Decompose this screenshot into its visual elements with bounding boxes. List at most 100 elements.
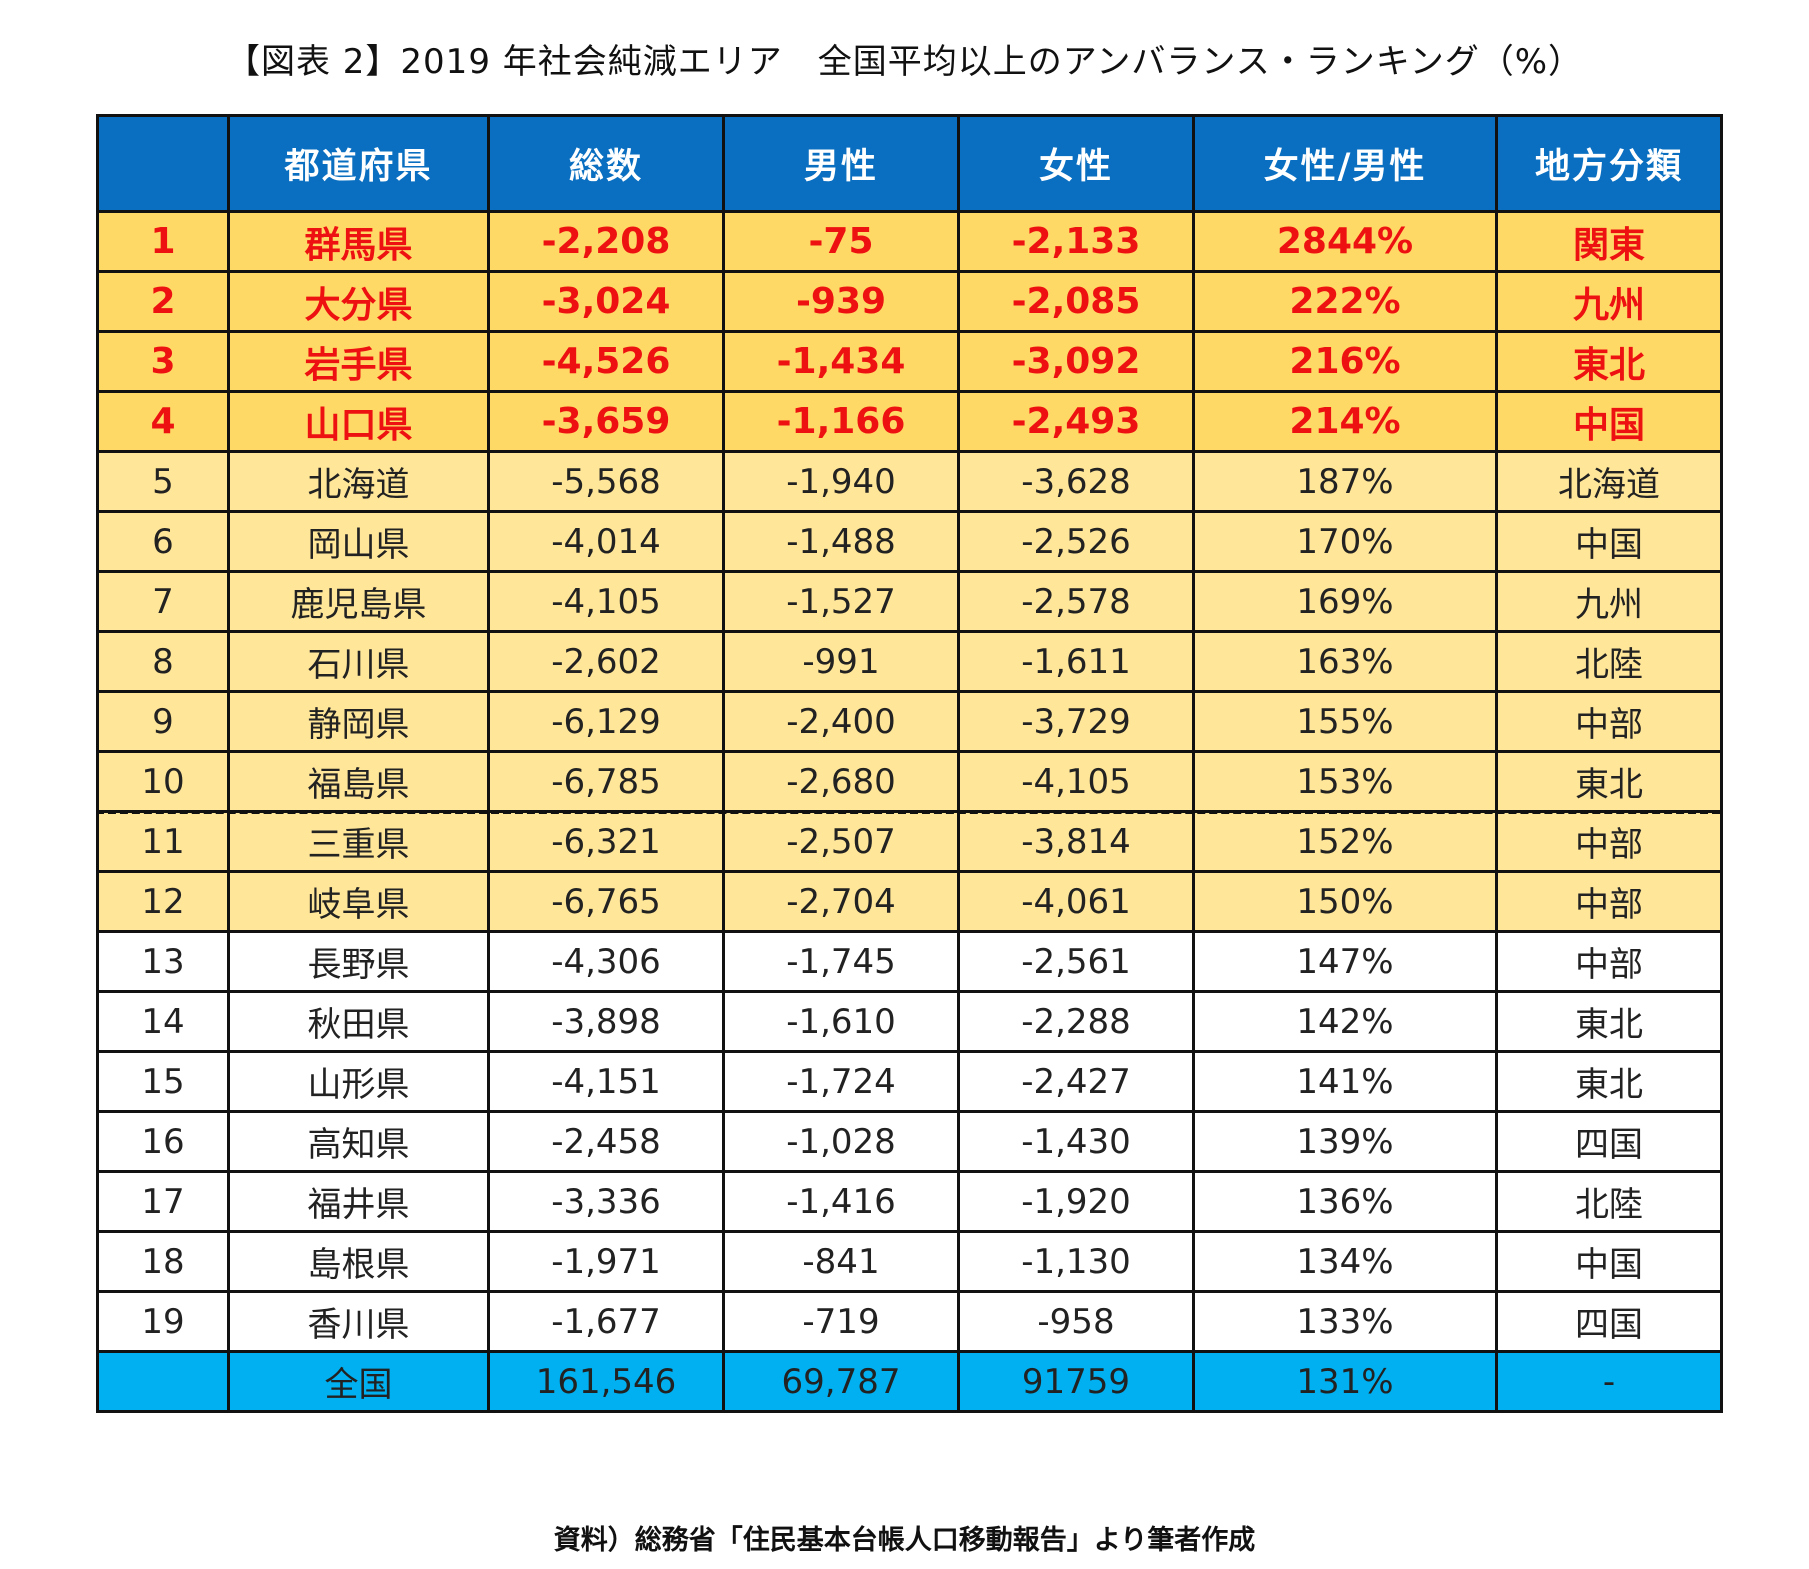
cell-ratio: 187% [1192,450,1498,513]
column-header-male: 男性 [722,114,960,213]
table-row: 16 高知県 -2,458 -1,028 -1,430 139% 四国 [96,1110,1723,1173]
cell-male: -2,507 [722,810,960,873]
cell-female: -4,105 [957,750,1195,813]
cell-rank: 4 [96,390,230,453]
cell-total: -6,785 [487,750,725,813]
cell-ratio: 141% [1192,1050,1498,1113]
cell-region: 九州 [1495,270,1723,333]
column-header-rank [96,114,230,213]
table-row: 12 岐阜県 -6,765 -2,704 -4,061 150% 中部 [96,870,1723,933]
header-row: 都道府県 総数 男性 女性 女性/男性 地方分類 [96,114,1723,213]
cell-prefecture: 静岡県 [227,690,490,753]
cell-rank: 3 [96,330,230,393]
cell-region: 中国 [1495,510,1723,573]
cell-region: 東北 [1495,750,1723,813]
cell-prefecture: 北海道 [227,450,490,513]
cell-male: -1,488 [722,510,960,573]
table-row: 19 香川県 -1,677 -719 -958 133% 四国 [96,1290,1723,1353]
cell-rank: 13 [96,930,230,993]
table-row: 17 福井県 -3,336 -1,416 -1,920 136% 北陸 [96,1170,1723,1233]
cell-ratio: 216% [1192,330,1498,393]
table-row: 4 山口県 -3,659 -1,166 -2,493 214% 中国 [96,390,1723,453]
cell-female: -3,092 [957,330,1195,393]
cell-male: -1,940 [722,450,960,513]
cell-female: -2,427 [957,1050,1195,1113]
cell-rank: 12 [96,870,230,933]
cell-ratio: 214% [1192,390,1498,453]
cell-rank: 16 [96,1110,230,1173]
cell-female: -2,085 [957,270,1195,333]
cell-total: -4,151 [487,1050,725,1113]
table-row: 11 三重県 -6,321 -2,507 -3,814 152% 中部 [96,810,1723,873]
chart-title: 【図表 2】2019 年社会純減エリア 全国平均以上のアンバランス・ランキング（… [225,42,1584,82]
cell-total: -2,208 [487,210,725,273]
cell-region: 九州 [1495,570,1723,633]
cell-male: -75 [722,210,960,273]
cell-rank: 7 [96,570,230,633]
cell-ratio: 163% [1192,630,1498,693]
cell-male: -841 [722,1230,960,1293]
table-row: 8 石川県 -2,602 -991 -1,611 163% 北陸 [96,630,1723,693]
table-row: 6 岡山県 -4,014 -1,488 -2,526 170% 中国 [96,510,1723,573]
cell-prefecture: 全国 [227,1350,490,1413]
cell-total: -4,306 [487,930,725,993]
cell-male: -1,724 [722,1050,960,1113]
cell-female: -3,814 [957,810,1195,873]
cell-region: 四国 [1495,1290,1723,1353]
cell-rank: 15 [96,1050,230,1113]
column-header-female: 女性 [957,114,1195,213]
cell-region: 中国 [1495,390,1723,453]
cell-prefecture: 福島県 [227,750,490,813]
cell-region: 中部 [1495,870,1723,933]
cell-ratio: 222% [1192,270,1498,333]
cell-male: -2,680 [722,750,960,813]
cell-ratio: 147% [1192,930,1498,993]
table-row: 5 北海道 -5,568 -1,940 -3,628 187% 北海道 [96,450,1723,513]
ranking-table-wrap: 都道府県 総数 男性 女性 女性/男性 地方分類 1 群馬県 -2,208 -75 -2… [96,114,1723,1413]
cell-total: -1,677 [487,1290,725,1353]
column-header-prefecture: 都道府県 [227,114,490,213]
table-body: 1 群馬県 -2,208 -75 -2,133 2844% 関東 2 大分県 -3,024 -939… [96,210,1723,1413]
cell-prefecture: 長野県 [227,930,490,993]
cell-male: -1,527 [722,570,960,633]
cell-ratio: 150% [1192,870,1498,933]
cell-male: -1,166 [722,390,960,453]
cell-ratio: 131% [1192,1350,1498,1413]
cell-ratio: 169% [1192,570,1498,633]
cell-total: 161,546 [487,1350,725,1413]
cell-rank: 1 [96,210,230,273]
table-row: 7 鹿児島県 -4,105 -1,527 -2,578 169% 九州 [96,570,1723,633]
cell-total: -2,602 [487,630,725,693]
cell-female: -2,578 [957,570,1195,633]
cell-male: -1,028 [722,1110,960,1173]
cell-region: 四国 [1495,1110,1723,1173]
cell-region: 東北 [1495,330,1723,393]
cell-female: -3,729 [957,690,1195,753]
cell-total: -4,014 [487,510,725,573]
cell-total: -3,024 [487,270,725,333]
cell-male: 69,787 [722,1350,960,1413]
table-row: 2 大分県 -3,024 -939 -2,085 222% 九州 [96,270,1723,333]
cell-rank: 17 [96,1170,230,1233]
cell-prefecture: 三重県 [227,810,490,873]
cell-prefecture: 岐阜県 [227,870,490,933]
cell-rank: 10 [96,750,230,813]
cell-region: 東北 [1495,1050,1723,1113]
cell-ratio: 170% [1192,510,1498,573]
cell-male: -1,610 [722,990,960,1053]
table-row: 15 山形県 -4,151 -1,724 -2,427 141% 東北 [96,1050,1723,1113]
table-row: 18 島根県 -1,971 -841 -1,130 134% 中国 [96,1230,1723,1293]
cell-total: -2,458 [487,1110,725,1173]
cell-female: -2,288 [957,990,1195,1053]
cell-total: -3,659 [487,390,725,453]
cell-rank: 6 [96,510,230,573]
cell-male: -1,745 [722,930,960,993]
cell-region: 中部 [1495,690,1723,753]
table-row: 3 岩手県 -4,526 -1,434 -3,092 216% 東北 [96,330,1723,393]
cell-prefecture: 高知県 [227,1110,490,1173]
cell-female: 91759 [957,1350,1195,1413]
cell-female: -2,526 [957,510,1195,573]
cell-prefecture: 群馬県 [227,210,490,273]
cell-total: -6,765 [487,870,725,933]
cell-female: -1,920 [957,1170,1195,1233]
